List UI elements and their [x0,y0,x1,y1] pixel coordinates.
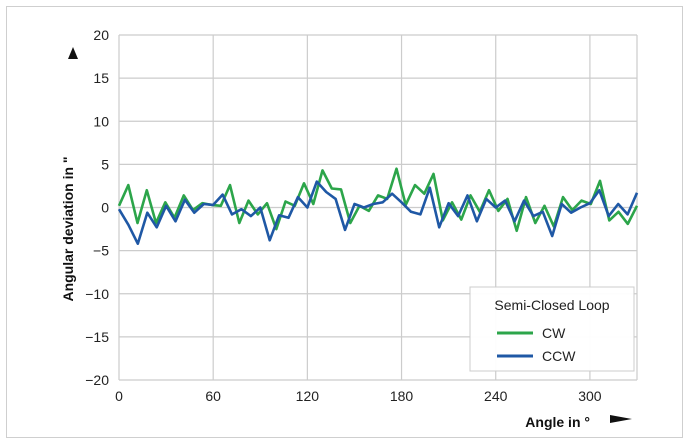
y-tick-label: −15 [85,329,109,345]
x-tick-label: 300 [578,388,602,404]
series-lines [117,167,639,245]
y-tick-label: 15 [93,70,109,86]
x-tick-label: 60 [205,388,221,404]
y-tick-label: 5 [101,156,109,172]
x-tick-label: 180 [390,388,414,404]
y-axis-arrow-icon [68,47,78,59]
x-tick-label: 0 [115,388,123,404]
chart-frame: 20 15 10 5 0 −5 −10 −15 −20 0 60 120 180 240 300 Angu… [6,6,683,438]
y-tick-labels: 20 15 10 5 0 −5 −10 −15 −20 [85,27,109,388]
x-axis-title: Angle in ° [525,414,590,430]
legend: Semi-Closed Loop CW CCW [469,286,635,372]
x-tick-labels: 0 60 120 180 240 300 [115,388,602,404]
y-tick-label: 10 [93,113,109,129]
y-tick-label: 20 [93,27,109,43]
x-axis-arrow-icon [610,415,632,423]
x-tick-label: 120 [296,388,320,404]
y-tick-label: 0 [101,200,109,216]
y-axis-title: Angular deviation in " [60,156,76,301]
line-chart: 20 15 10 5 0 −5 −10 −15 −20 0 60 120 180 240 300 Angu… [60,27,639,430]
y-tick-label: −10 [85,286,109,302]
series-line-cw [117,167,639,233]
y-tick-label: −20 [85,372,109,388]
x-tick-label: 240 [484,388,508,404]
series-line-ccw [117,180,639,245]
y-tick-label: −5 [93,243,109,259]
legend-label-cw: CW [542,325,566,341]
legend-title: Semi-Closed Loop [494,297,609,313]
legend-label-ccw: CCW [542,348,576,364]
